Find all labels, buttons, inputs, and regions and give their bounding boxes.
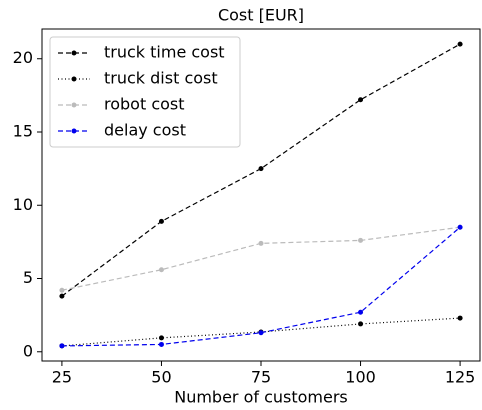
legend-box bbox=[49, 36, 241, 148]
legend-label: delay cost bbox=[104, 121, 186, 140]
point bbox=[258, 166, 264, 172]
x-tick-label: 50 bbox=[151, 368, 171, 387]
point bbox=[457, 315, 463, 321]
point bbox=[158, 341, 164, 347]
point bbox=[358, 237, 364, 243]
y-tick-label: 20 bbox=[13, 48, 33, 67]
point bbox=[358, 97, 364, 103]
series-line bbox=[61, 43, 461, 297]
y-tick-label: 5 bbox=[23, 268, 33, 287]
point bbox=[158, 218, 164, 224]
legend-marker bbox=[71, 128, 77, 134]
point bbox=[258, 330, 264, 336]
point bbox=[59, 287, 65, 293]
point bbox=[59, 343, 65, 349]
point bbox=[457, 224, 463, 230]
series-line bbox=[61, 226, 461, 347]
x-tick-label: 75 bbox=[251, 368, 271, 387]
legend-marker bbox=[71, 102, 77, 108]
series-line bbox=[61, 226, 461, 291]
legend-label: robot cost bbox=[104, 95, 185, 114]
legend-label: truck time cost bbox=[104, 43, 225, 62]
x-tick-label: 25 bbox=[52, 368, 72, 387]
point bbox=[358, 321, 364, 327]
point bbox=[59, 293, 65, 299]
plot-frame bbox=[41, 28, 481, 362]
y-tick-label: 10 bbox=[13, 195, 33, 214]
legend-marker bbox=[71, 50, 77, 56]
chart-title: Cost [EUR] bbox=[218, 6, 304, 25]
y-tick-label: 15 bbox=[13, 121, 33, 140]
point bbox=[158, 335, 164, 341]
legend-label: truck dist cost bbox=[104, 69, 218, 88]
y-tick-label: 0 bbox=[23, 341, 33, 360]
point bbox=[258, 240, 264, 246]
x-tick-label: 125 bbox=[445, 368, 476, 387]
point bbox=[358, 309, 364, 315]
x-axis-label: Number of customers bbox=[174, 388, 348, 407]
x-tick-label: 100 bbox=[345, 368, 376, 387]
point bbox=[457, 41, 463, 47]
point bbox=[158, 267, 164, 273]
legend-marker bbox=[71, 76, 77, 82]
